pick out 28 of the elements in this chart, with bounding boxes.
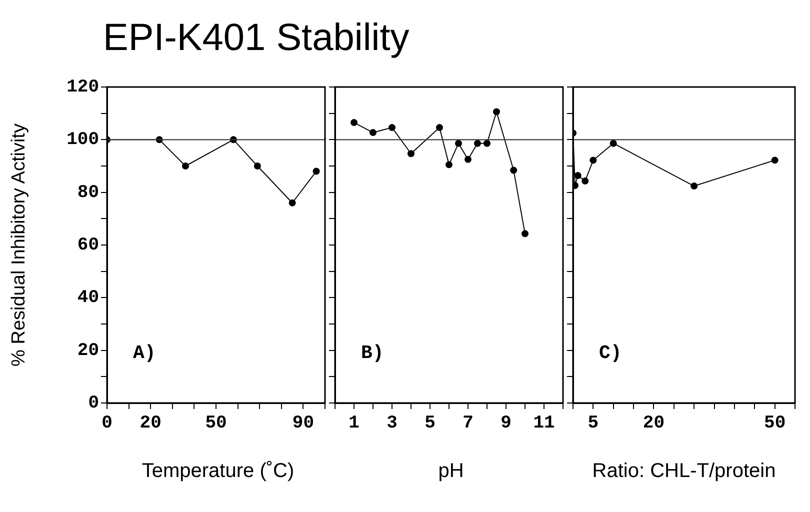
y-tick-label: 0 [88, 394, 99, 414]
y-tick-label: 100 [66, 130, 99, 150]
x-axis-title: Ratio: CHL-T/protein [591, 460, 777, 483]
annotation: B) [361, 342, 384, 364]
x-tick-label: 1 [348, 413, 360, 434]
y-tick-label: 20 [77, 340, 99, 361]
x-tick-label: 90 [292, 413, 314, 434]
y-tick-label: 120 [66, 78, 99, 98]
y-tick-label: 60 [77, 236, 99, 256]
x-axis-title: pH [437, 460, 465, 483]
x-tick-label: 9 [500, 413, 512, 434]
y-axis-title: % Residual Inhibitory Activity [8, 123, 30, 366]
x-tick-label: 0 [102, 413, 112, 434]
x-tick-label: 50 [205, 413, 227, 434]
x-tick-label: 20 [140, 413, 162, 434]
annotation: C) [599, 342, 622, 364]
x-tick-label: 3 [386, 413, 398, 434]
chart-title: EPI-K401 Stability [102, 16, 410, 61]
y-tick-label: 40 [77, 288, 99, 308]
x-tick-label: 5 [424, 413, 436, 434]
x-tick-label: 7 [462, 413, 474, 434]
x-tick-label: 11 [533, 413, 555, 434]
y-tick-label: 80 [77, 182, 99, 203]
x-axis-title: Temperature (˚C) [140, 460, 296, 483]
annotation: A) [133, 342, 156, 364]
x-tick-label: 5 [588, 413, 599, 434]
x-tick-label: 20 [642, 413, 665, 434]
x-tick-label: 50 [764, 413, 786, 434]
